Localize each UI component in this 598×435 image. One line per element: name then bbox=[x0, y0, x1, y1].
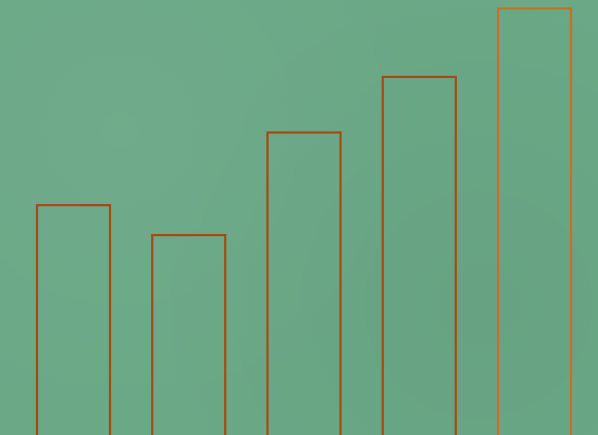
bar-5 bbox=[496, 7, 573, 435]
bar-2 bbox=[151, 233, 227, 435]
bar-3 bbox=[266, 131, 342, 435]
bar-1 bbox=[35, 204, 112, 435]
bar-4 bbox=[381, 75, 457, 435]
